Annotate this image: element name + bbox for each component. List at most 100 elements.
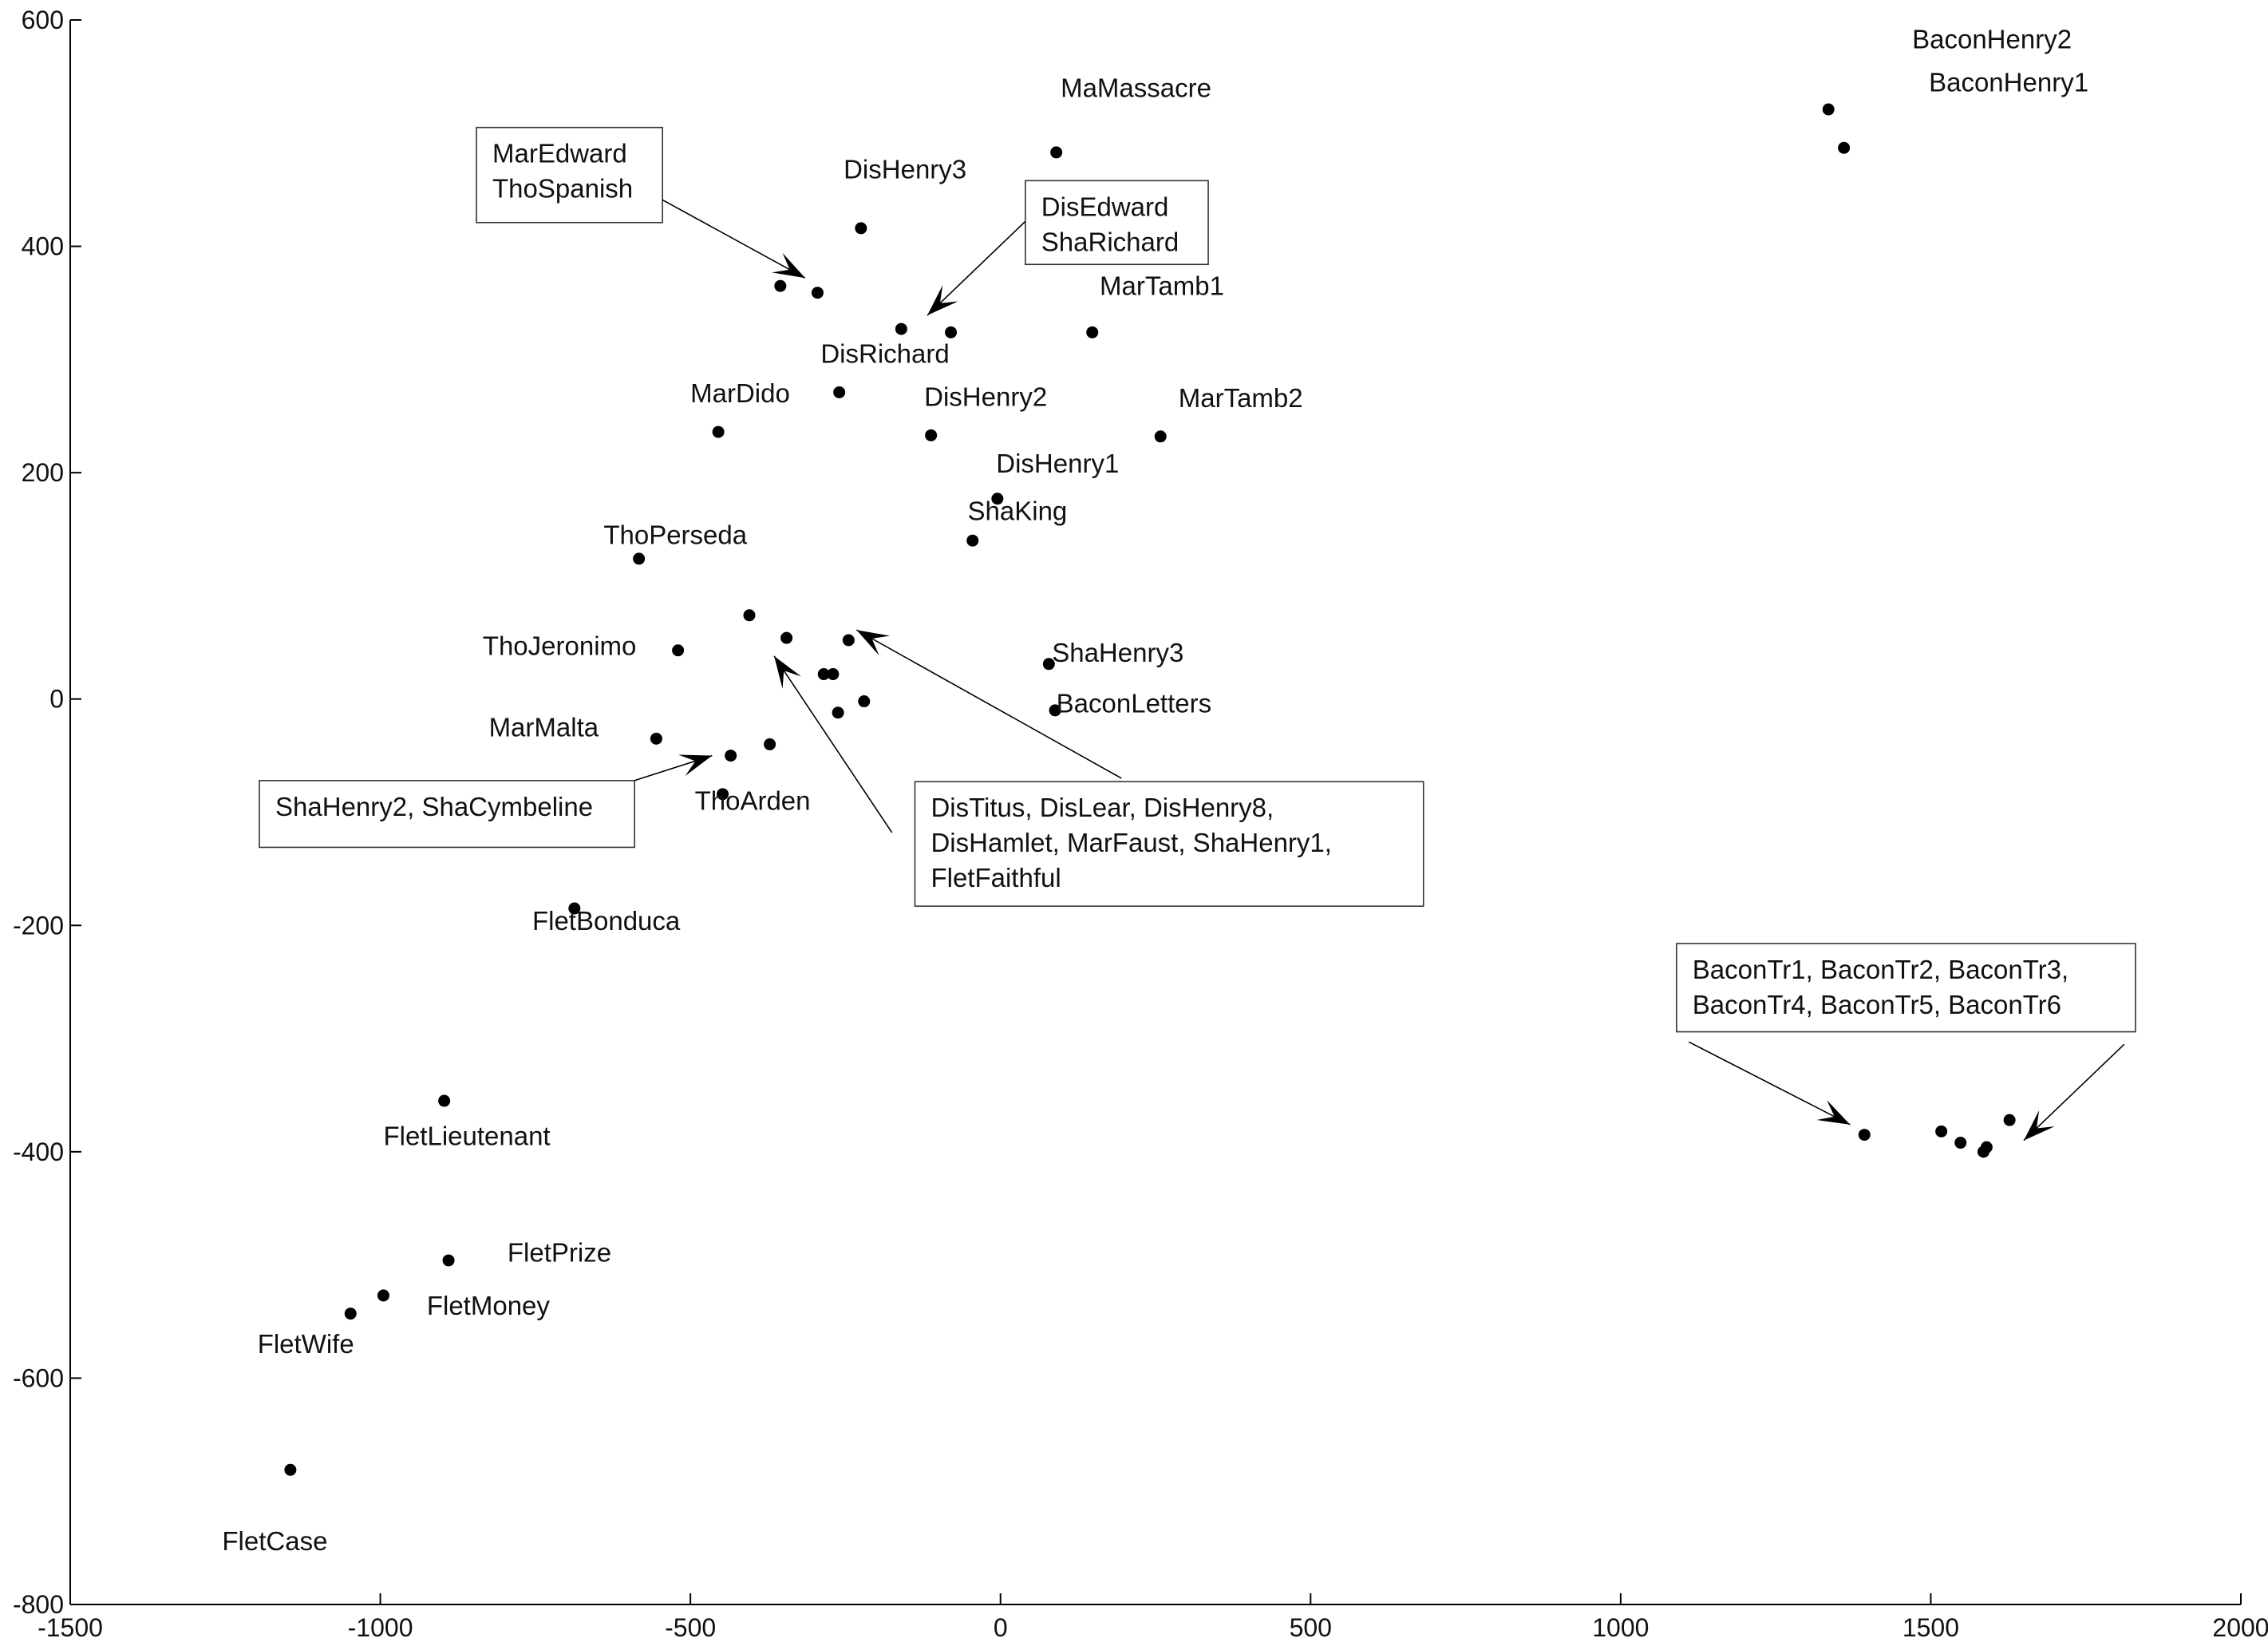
data-point — [764, 738, 776, 750]
y-tick-label: -200 — [13, 911, 64, 940]
y-tick-label: -600 — [13, 1363, 64, 1392]
x-tick-label: 500 — [1290, 1613, 1332, 1642]
data-point — [672, 644, 685, 657]
data-point — [966, 534, 979, 547]
data-point — [568, 902, 581, 915]
point-label: ShaHenry3 — [1052, 638, 1183, 667]
data-point — [833, 386, 846, 398]
annotation-box: ShaHenry2, ShaCymbeline — [259, 754, 713, 849]
annotation-rect — [914, 781, 1424, 907]
point-label: MaMassacre — [1061, 73, 1211, 102]
data-point — [1049, 704, 1061, 717]
data-point — [991, 493, 1004, 505]
annotation-rect — [476, 126, 663, 224]
point-label: MarTamb1 — [1100, 271, 1224, 301]
data-point — [377, 1289, 389, 1302]
point-label: BaconHenry2 — [1912, 24, 2072, 53]
x-tick-label: -1500 — [38, 1613, 103, 1642]
x-tick-label: -500 — [665, 1613, 716, 1642]
point-label: MarMalta — [489, 713, 599, 742]
axes: -1500 -1000 -500 0 500 1000 1500 2000-800-600-4… — [13, 6, 2268, 1642]
arrow-head — [678, 754, 713, 777]
arrow-line — [773, 655, 893, 833]
point-label: MarDido — [690, 378, 790, 408]
data-point — [2003, 1114, 2016, 1126]
point-label: MarTamb2 — [1179, 383, 1303, 413]
annotation-text: MarEdward — [492, 139, 627, 168]
x-tick-label: 2000 — [2212, 1613, 2268, 1642]
point-label: ThoPerseda — [603, 520, 747, 549]
point-labels: BaconHenry2 BaconHenry1 MaMassacre DisHenry… — [222, 24, 2088, 1555]
annotation-rect — [1676, 943, 2136, 1033]
annotation-text: DisEdward — [1041, 192, 1169, 221]
data-point — [284, 1463, 297, 1476]
point-label: FletPrize — [508, 1237, 611, 1267]
arrow-line — [927, 220, 1026, 316]
y-tick-label: -800 — [13, 1590, 64, 1619]
data-point — [855, 222, 867, 235]
y-tick-label: 600 — [22, 6, 64, 34]
data-point — [1935, 1125, 1948, 1138]
data-point — [811, 287, 824, 299]
data-point — [712, 425, 725, 438]
data-point — [895, 322, 907, 335]
data-point — [1086, 326, 1099, 338]
data-point — [780, 631, 793, 644]
point-label: DisRichard — [820, 339, 949, 369]
annotation-text: DisHamlet, MarFaust, ShaHenry1, — [931, 828, 1332, 857]
arrow-head — [2024, 1110, 2055, 1141]
point-label: FletWife — [258, 1329, 354, 1359]
data-point — [832, 706, 844, 719]
arrow-head — [927, 285, 958, 316]
arrow-head — [774, 655, 801, 689]
annotation-text: BaconTr4, BaconTr5, BaconTr6 — [1693, 990, 2061, 1019]
data-point — [842, 634, 855, 647]
annotations: MarEdward ThoSpanish DisEdward ShaRichard Sh… — [259, 126, 2136, 1142]
data-point — [858, 695, 871, 708]
x-tick-label: 1500 — [1903, 1613, 1959, 1642]
data-point — [1977, 1145, 1989, 1158]
annotation-box: DisTitus, DisLear, DisHenry8, DisHamlet, … — [773, 629, 1424, 907]
point-label: ShaKing — [968, 497, 1068, 526]
point-label: FletLieutenant — [383, 1121, 550, 1150]
data-point — [925, 429, 938, 441]
point-label: DisHenry1 — [996, 449, 1119, 478]
data-point — [1050, 146, 1063, 159]
annotation-text: FletFaithful — [931, 863, 1061, 892]
data-point — [442, 1254, 455, 1267]
data-point — [1154, 430, 1167, 443]
point-label: FletBonduca — [532, 906, 681, 936]
y-tick-label: -400 — [13, 1138, 64, 1166]
y-tick-label: 0 — [49, 685, 64, 714]
x-tick-label: -1000 — [348, 1613, 413, 1642]
annotation-box: DisEdward ShaRichard — [927, 180, 1209, 316]
point-label: FletCase — [222, 1526, 327, 1556]
x-tick-label: 0 — [994, 1613, 1008, 1642]
data-point — [344, 1308, 357, 1320]
arrow-head — [1816, 1100, 1851, 1125]
arrow-head — [856, 630, 891, 655]
annotation-text: ShaHenry2, ShaCymbeline — [275, 792, 593, 821]
arrow-line — [662, 199, 806, 279]
y-tick-label: 200 — [22, 458, 64, 487]
arrow-line — [2023, 1043, 2125, 1142]
data-point — [650, 732, 662, 745]
data-point — [1822, 103, 1835, 116]
annotation-rect — [1025, 180, 1209, 266]
data-points — [284, 103, 2016, 1476]
data-point — [717, 788, 729, 801]
data-point — [725, 750, 737, 762]
data-point — [1858, 1129, 1871, 1142]
data-point — [633, 552, 646, 565]
arrow-head — [772, 252, 805, 279]
y-tick-label: 400 — [22, 232, 64, 261]
data-point — [438, 1094, 451, 1107]
point-label: ThoArden — [695, 786, 811, 816]
point-label: FletMoney — [427, 1291, 551, 1320]
point-label: BaconHenry1 — [1929, 67, 2088, 97]
annotation-box: MarEdward ThoSpanish — [476, 126, 806, 279]
point-label: DisHenry3 — [844, 155, 966, 184]
x-tick-label: 1000 — [1592, 1613, 1649, 1642]
point-label: ThoJeronimo — [483, 631, 637, 660]
